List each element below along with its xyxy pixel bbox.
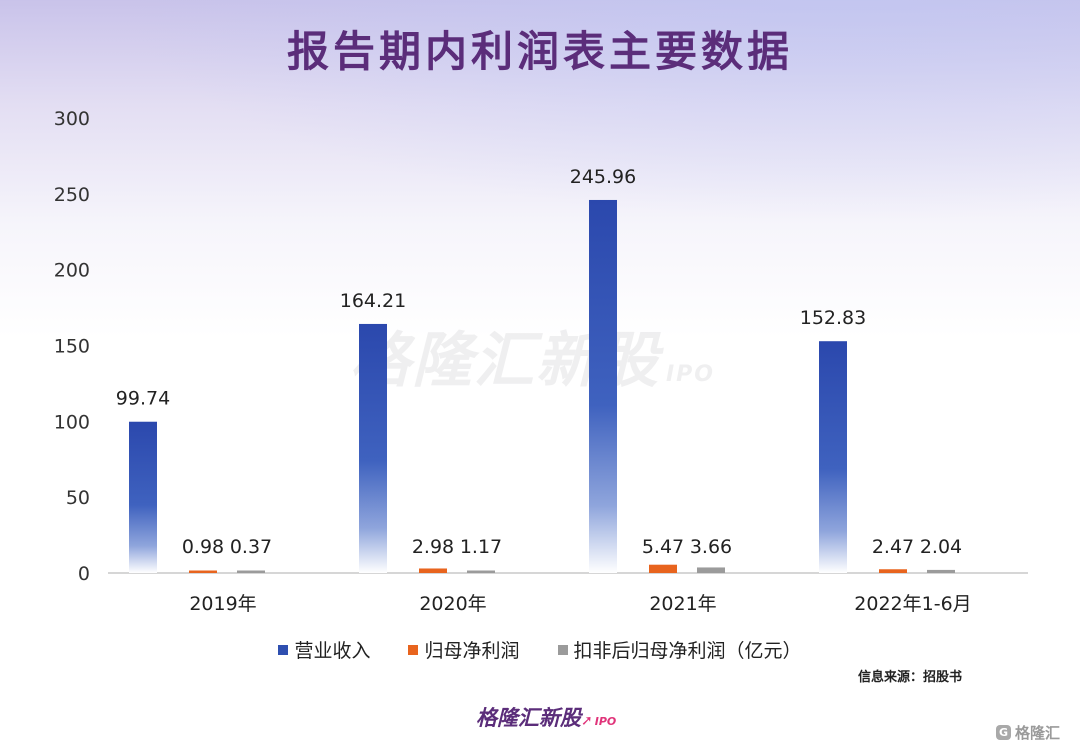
legend-label-net-profit: 归母净利润 — [424, 640, 520, 662]
y-tick-label: 300 — [54, 108, 90, 130]
data-label-adjusted-net-profit: 3.66 — [690, 536, 732, 558]
bar-net-profit — [189, 570, 217, 573]
corner-logo-text: 格隆汇 — [1015, 724, 1061, 742]
data-label-adjusted-net-profit: 2.04 — [920, 536, 962, 558]
data-label-revenue: 152.83 — [800, 307, 866, 329]
page-title: 报告期内利润表主要数据 — [286, 27, 793, 76]
bar-adjusted-net-profit — [927, 569, 955, 573]
legend-label-revenue: 营业收入 — [294, 640, 371, 662]
data-label-net-profit: 5.47 — [642, 536, 684, 558]
brand-text: 格隆汇新股 — [476, 706, 581, 730]
source-note: 信息来源：招股书 — [858, 670, 963, 685]
bar-revenue — [129, 421, 157, 573]
data-label-adjusted-net-profit: 1.17 — [460, 536, 502, 558]
y-tick-label: 250 — [54, 184, 90, 206]
corner-logo: G 格隆汇 — [996, 722, 1060, 743]
legend-swatch-net-profit — [408, 644, 419, 655]
bar-revenue — [819, 341, 847, 573]
legend-item-net-profit: 归母净利润 — [408, 636, 520, 663]
bar-net-profit — [649, 564, 677, 573]
brand-logo: 格隆汇新股➚ IPO — [476, 702, 616, 732]
y-tick-label: 100 — [54, 411, 90, 433]
bar-adjusted-net-profit — [237, 570, 265, 573]
x-tick-label: 2019年 — [189, 593, 256, 615]
data-label-revenue: 99.74 — [116, 388, 170, 410]
bar-revenue — [589, 199, 617, 573]
data-label-revenue: 245.96 — [570, 166, 636, 188]
data-label-adjusted-net-profit: 0.37 — [230, 536, 272, 558]
y-tick-label: 150 — [54, 336, 90, 358]
bar-revenue — [359, 323, 387, 573]
legend-label-adjusted-net-profit: 扣非后归母净利润（亿元） — [573, 640, 802, 662]
legend-item-adjusted-net-profit: 扣非后归母净利润（亿元） — [557, 636, 802, 663]
data-label-revenue: 164.21 — [340, 290, 406, 312]
data-label-net-profit: 2.98 — [412, 536, 454, 558]
x-tick-label: 2021年 — [649, 593, 716, 615]
bar-net-profit — [879, 569, 907, 573]
bar-adjusted-net-profit — [467, 570, 495, 573]
data-label-net-profit: 2.47 — [872, 536, 914, 558]
chart-legend: 营业收入 归母净利润 扣非后归母净利润（亿元） — [0, 636, 1080, 663]
x-tick-label: 2020年 — [419, 593, 486, 615]
legend-item-revenue: 营业收入 — [278, 636, 370, 663]
watermark-suffix: IPO — [666, 362, 716, 387]
legend-swatch-revenue — [278, 644, 289, 655]
bar-adjusted-net-profit — [697, 567, 725, 573]
brand-arrow-icon: ➚ — [581, 713, 593, 729]
x-tick-label: 2022年1-6月 — [854, 593, 971, 615]
bar-net-profit — [419, 568, 447, 573]
legend-swatch-adjusted-net-profit — [557, 644, 568, 655]
g-logo-icon: G — [996, 725, 1011, 740]
brand-suffix: IPO — [594, 715, 617, 728]
y-tick-label: 200 — [54, 260, 90, 282]
y-tick-label: 50 — [66, 487, 90, 509]
data-label-net-profit: 0.98 — [182, 536, 224, 558]
y-tick-label: 0 — [78, 563, 90, 585]
